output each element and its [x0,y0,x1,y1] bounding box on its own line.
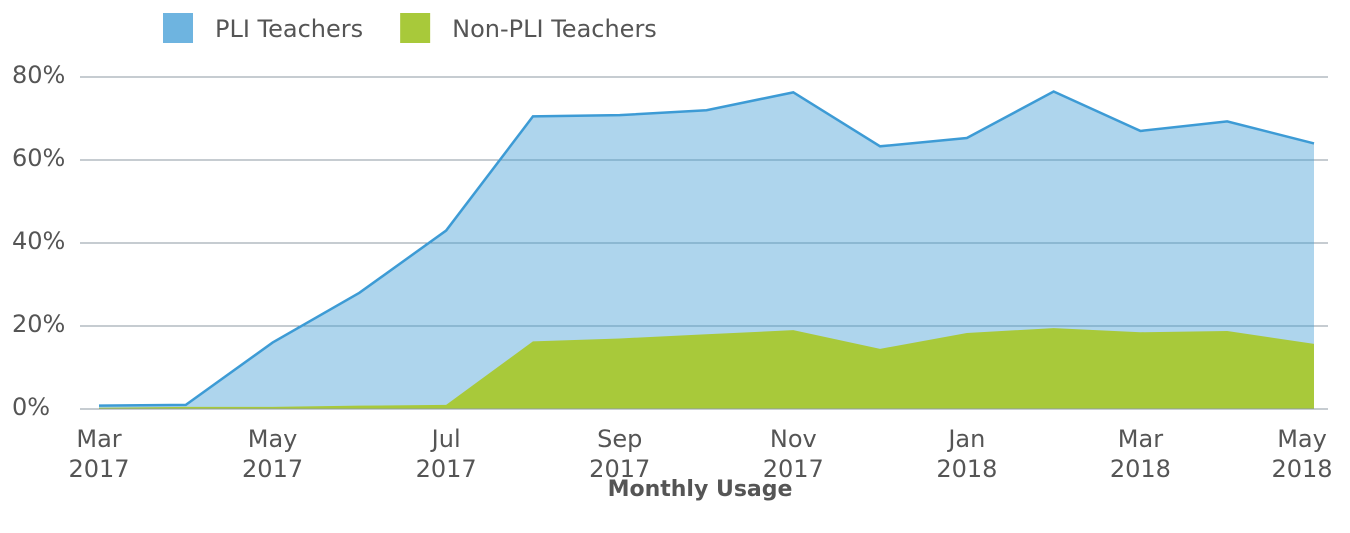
legend-label: PLI Teachers [215,15,363,43]
area [99,328,1314,409]
legend-label: Non-PLI Teachers [452,15,657,43]
y-tick-label: 40% [12,227,65,255]
x-tick-label: Sep 2017 [589,425,650,483]
x-tick-label: Mar 2018 [1110,425,1171,483]
x-tick-label: Jul 2017 [416,425,477,483]
line [98,90,1315,407]
y-tick-label: 60% [12,144,65,172]
legend-swatch [163,13,193,43]
x-tick-label: Jan 2018 [936,425,997,483]
x-tick-label: May 2018 [1271,425,1332,483]
legend-swatch [400,13,431,43]
x-tick-label: May 2017 [242,425,303,483]
x-tick-label: Nov 2017 [763,425,824,483]
y-tick-label: 80% [12,61,65,89]
x-axis-title: Monthly Usage [608,477,793,502]
area [99,91,1314,410]
x-tick-label: Mar 2017 [68,425,129,483]
y-tick-label: 20% [12,310,65,338]
y-tick-label: 0% [12,393,50,421]
